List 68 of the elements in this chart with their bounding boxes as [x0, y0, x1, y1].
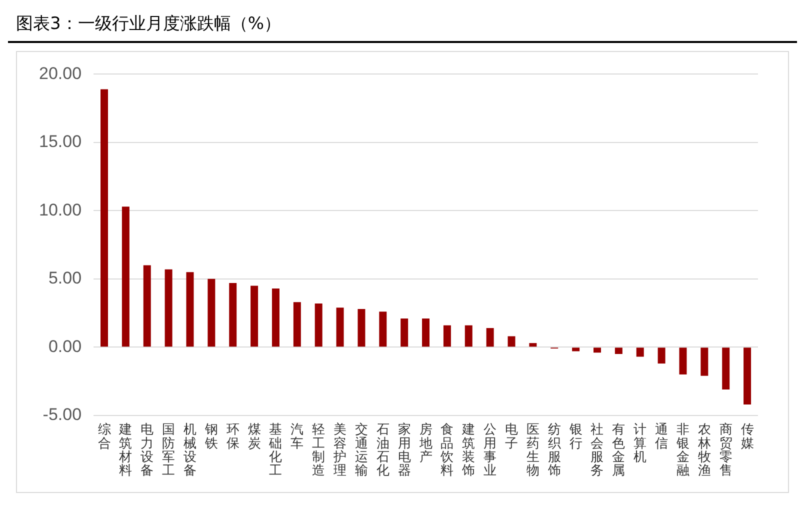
- bar: [464, 325, 472, 347]
- x-tick-label: 综合: [98, 422, 111, 452]
- x-tick-label: 商贸零售: [719, 422, 732, 479]
- bar: [122, 206, 130, 347]
- bar: [722, 348, 730, 390]
- x-tick-label: 公用事业: [484, 422, 497, 479]
- x-tick-label: 医药生物: [526, 422, 540, 479]
- x-tick-label: 电力设备: [140, 422, 154, 479]
- x-tick-label: 煤炭: [248, 422, 261, 452]
- bar: [358, 308, 366, 347]
- bar: [164, 269, 172, 347]
- bar: [744, 348, 752, 404]
- x-tick-label: 房地产: [418, 422, 432, 465]
- x-tick-label: 基础化工: [268, 422, 282, 479]
- bar: [250, 286, 258, 347]
- x-tick-label: 银行: [568, 422, 582, 452]
- bar: [186, 272, 194, 347]
- bar: [229, 283, 237, 347]
- bar: [314, 303, 322, 347]
- y-tick-label: 10.00: [38, 200, 82, 220]
- x-tick-label: 石油石化: [376, 422, 390, 479]
- y-tick-label: -5.00: [42, 405, 82, 424]
- y-tick-label: 0.00: [48, 336, 82, 356]
- x-tick-label: 社会服务: [590, 422, 604, 479]
- bar: [336, 308, 344, 347]
- bar: [422, 318, 430, 347]
- chart-title: 图表3：一级行业月度涨跌幅（%）: [8, 8, 797, 43]
- x-tick-label: 机械设备: [183, 422, 196, 479]
- x-tick-label: 建筑材料: [118, 422, 132, 479]
- x-tick-label: 纺织服饰: [546, 422, 561, 479]
- bar: [636, 348, 644, 357]
- x-tick-label: 建筑装饰: [461, 422, 476, 479]
- bar: [700, 348, 708, 376]
- bar: [143, 265, 151, 347]
- x-tick-label: 国防军工: [162, 422, 176, 479]
- bar: [400, 318, 408, 347]
- x-tick-label: 美容护理: [332, 422, 347, 479]
- x-tick-label: 传媒: [740, 422, 754, 452]
- x-tick-label: 通信: [655, 422, 668, 452]
- x-tick-label: 农林牧渔: [696, 422, 711, 479]
- bar: [572, 348, 580, 352]
- x-tick-label: 环保: [226, 422, 240, 452]
- x-tick-label: 计算机: [634, 422, 647, 465]
- y-tick-label: 20.00: [38, 64, 82, 83]
- x-tick-label: 交通运输: [354, 422, 368, 479]
- bar: [100, 89, 108, 347]
- bar: [593, 348, 601, 353]
- x-tick-label: 家用电器: [398, 422, 411, 479]
- x-tick-label: 轻工制造: [312, 422, 326, 479]
- bar: [208, 278, 216, 347]
- bar: [679, 348, 687, 374]
- bar: [379, 312, 387, 347]
- bar: [658, 348, 666, 364]
- x-tick-label: 食品饮料: [440, 422, 454, 479]
- x-tick-label: 汽车: [290, 422, 304, 452]
- bar: [508, 336, 516, 347]
- bar: [614, 348, 622, 354]
- bar: [486, 328, 494, 347]
- y-tick-label: 5.00: [48, 268, 82, 288]
- bar: [272, 288, 280, 347]
- bar: [443, 325, 451, 347]
- x-tick-label: 电子: [505, 422, 518, 452]
- y-tick-label: 15.00: [38, 132, 82, 152]
- x-tick-label: 非银金融: [675, 422, 690, 479]
- x-tick-label: 有色金属: [612, 422, 626, 479]
- x-tick-label: 钢铁: [204, 422, 218, 452]
- bar: [293, 302, 301, 347]
- bar: [529, 343, 537, 347]
